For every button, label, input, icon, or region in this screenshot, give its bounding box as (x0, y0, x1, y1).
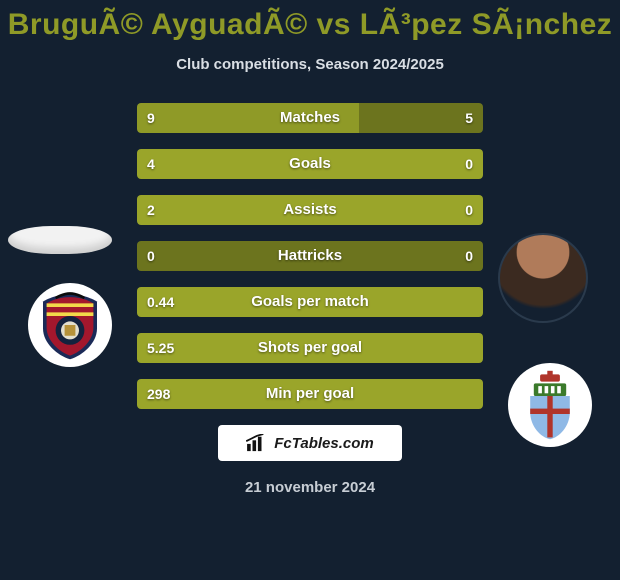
right-player-photo (498, 233, 588, 323)
chart-icon (246, 434, 268, 452)
bar-left (137, 287, 483, 317)
value-left: 5.25 (147, 333, 174, 363)
comparison-chart: 95Matches40Goals20Assists00Hattricks0.44… (0, 103, 620, 409)
stat-row: 0.44Goals per match (137, 287, 483, 317)
right-club-logo (508, 363, 592, 447)
value-right: 0 (465, 195, 473, 225)
bar-full (137, 241, 483, 271)
celta-crest-icon (514, 369, 586, 441)
value-right: 0 (465, 241, 473, 271)
value-left: 9 (147, 103, 155, 133)
stat-row: 95Matches (137, 103, 483, 133)
value-left: 4 (147, 149, 155, 179)
stat-row: 5.25Shots per goal (137, 333, 483, 363)
bar-left (137, 333, 483, 363)
bar-left (137, 379, 483, 409)
left-player-placeholder (8, 226, 112, 254)
value-right: 0 (465, 149, 473, 179)
date: 21 november 2024 (0, 479, 620, 496)
brand-text: FcTables.com (274, 435, 373, 452)
subtitle: Club competitions, Season 2024/2025 (0, 56, 620, 73)
levante-crest-icon (34, 289, 106, 361)
value-left: 2 (147, 195, 155, 225)
stat-row: 20Assists (137, 195, 483, 225)
bar-left (137, 149, 483, 179)
value-left: 298 (147, 379, 170, 409)
left-club-logo (28, 283, 112, 367)
value-left: 0 (147, 241, 155, 271)
stat-row: 298Min per goal (137, 379, 483, 409)
bar-left (137, 103, 359, 133)
stat-row: 40Goals (137, 149, 483, 179)
page-title: BruguÃ© AyguadÃ© vs LÃ³pez SÃ¡nchez (0, 0, 620, 42)
value-left: 0.44 (147, 287, 174, 317)
stat-row: 00Hattricks (137, 241, 483, 271)
value-right: 5 (465, 103, 473, 133)
brand-badge[interactable]: FcTables.com (218, 425, 402, 461)
bar-left (137, 195, 483, 225)
